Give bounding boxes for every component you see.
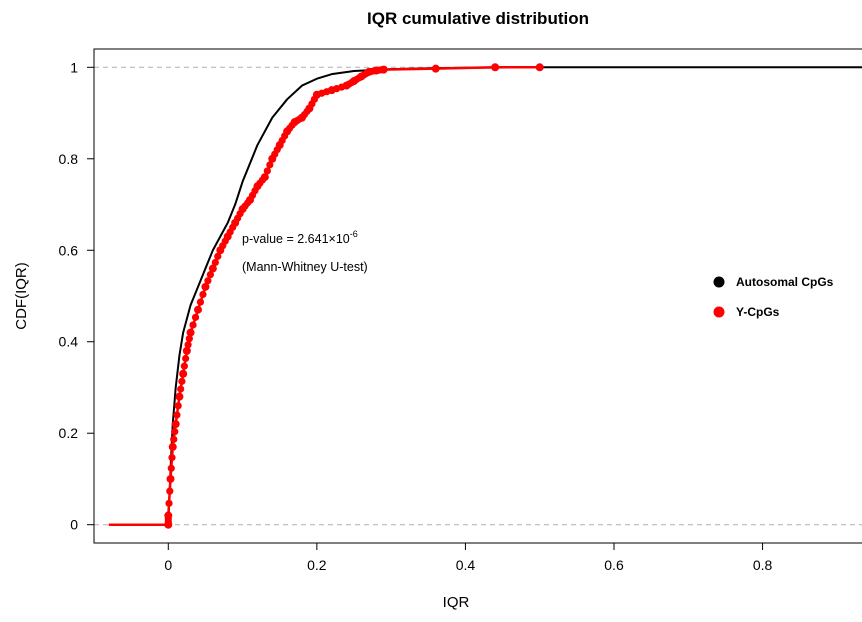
pvalue-text: p-value = 2.641×10 [242,232,350,246]
y-cpgs-point [214,252,222,260]
y-cpgs-point [174,402,182,410]
y-cpgs-point [175,392,184,401]
y-cpgs-point [491,63,500,72]
y-cpgs-point [184,341,192,349]
y-cpgs-point [206,271,214,279]
y-tick-label: 0 [70,517,78,533]
y-tick-label: 1 [70,59,78,75]
plot-frame [93,48,862,544]
y-axis: 0 0.2 0.4 0.6 0.8 1 [59,59,94,533]
x-axis: 0 0.2 0.4 0.6 0.8 [164,543,773,573]
series-line-autosomal [108,66,862,526]
y-tick-label: 0.8 [59,151,79,167]
y-cpgs-point [201,282,210,291]
y-cpgs-point [167,464,175,472]
pvalue-annotation: p-value = 2.641×10-6 [242,229,358,246]
y-tick-label: 0.4 [59,334,79,350]
y-cpgs-point [173,411,181,419]
y-cpgs-point [379,65,388,74]
legend-marker-y-cpgs [713,306,725,318]
y-cpgs-point [260,173,269,182]
y-cpgs-point [179,369,188,378]
y-tick-label: 0.6 [59,242,79,258]
y-cpgs-point [535,63,544,72]
series-layer [108,63,862,529]
y-cpgs-point [171,420,180,429]
y-cpgs-point [166,474,175,483]
y-cpgs-point [204,277,212,285]
y-axis-title: CDF(IQR) [13,262,30,330]
pvalue-exponent: -6 [350,229,358,239]
y-cpgs-point [166,487,174,495]
legend-label-autosomal: Autosomal CpGs [736,275,834,289]
y-cpgs-point [431,64,440,73]
x-axis-title: IQR [443,594,470,611]
y-cpgs-point [168,442,177,451]
legend-marker-autosomal [713,276,725,288]
y-cpgs-point [182,346,191,355]
y-cpgs-point [196,298,205,306]
y-cpgs-point [177,385,185,393]
y-cpgs-point [211,258,219,267]
x-tick-label: 0.8 [753,557,773,573]
y-tick-label: 0.2 [59,425,79,441]
y-cpgs-point [208,264,217,273]
y-cpgs-point [178,377,186,385]
x-tick-label: 0 [164,557,172,573]
y-cpgs-point [263,167,271,175]
y-cpgs-point [168,454,176,462]
y-cpgs-point [171,428,179,436]
y-cpgs-point [182,354,190,363]
x-tick-label: 0.4 [456,557,476,573]
y-cpgs-point [191,313,200,321]
x-tick-label: 0.2 [307,557,327,573]
y-cpgs-point [164,511,173,520]
y-cpgs-point [189,321,197,329]
y-cpgs-point [194,305,202,314]
y-cpgs-point [185,335,193,343]
chart-title: IQR cumulative distribution [367,9,589,28]
x-tick-label: 0.6 [604,557,624,573]
y-cpgs-point [170,435,178,443]
y-cpgs-point [266,161,274,169]
reference-lines [94,66,862,526]
y-cpgs-point [199,290,207,299]
y-cpgs-point [180,362,188,370]
y-cpgs-point [186,328,195,337]
legend-label-y-cpgs: Y-CpGs [736,305,780,319]
y-cpgs-point [165,499,173,507]
legend: Autosomal CpGs Y-CpGs [713,275,834,319]
test-annotation: (Mann-Whitney U-test) [242,260,368,274]
